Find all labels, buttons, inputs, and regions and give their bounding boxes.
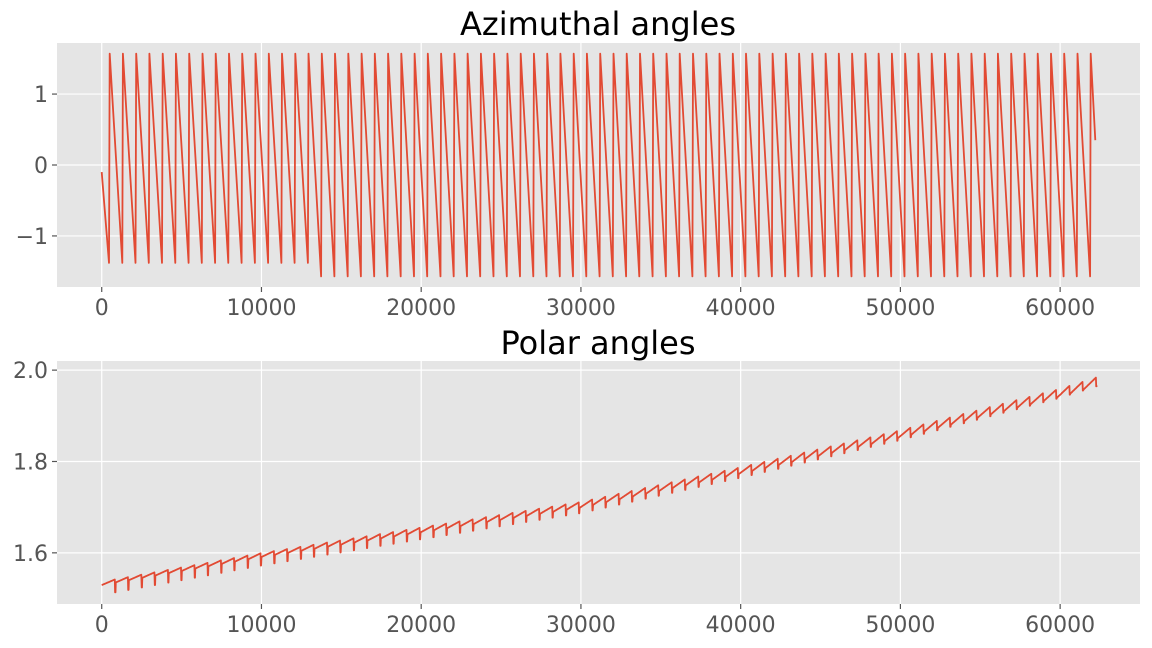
polar-ytick-label: 2.0	[13, 359, 48, 384]
polar-xtick-label: 50000	[865, 613, 935, 638]
polar-xtick-label: 10000	[226, 613, 296, 638]
azimuthal-ytick-label: 0	[34, 154, 48, 179]
polar-xtick-label: 20000	[386, 613, 456, 638]
azimuthal-xtick-label: 20000	[386, 296, 456, 321]
polar-series	[101, 376, 1098, 594]
azimuthal-series	[100, 52, 1097, 278]
azimuthal-xtick-label: 30000	[546, 296, 616, 321]
polar-ticks: 0 10000 20000 30000 40000 50000 60000 2.0 1.8 1.6	[13, 359, 1095, 638]
azimuthal-xtick-label: 50000	[865, 296, 935, 321]
polar-chart-title: Polar angles	[500, 324, 695, 362]
polar-xtick-label: 40000	[706, 613, 776, 638]
polar-ytick-label: 1.6	[13, 542, 48, 567]
azimuthal-xtick-label: 0	[95, 296, 109, 321]
azimuthal-xtick-label: 10000	[226, 296, 296, 321]
azimuthal-ticks: 0 10000 20000 30000 40000 50000 60000 1 0 −1	[16, 83, 1096, 321]
azimuthal-ytick-label: 1	[34, 83, 48, 108]
polar-xtick-label: 60000	[1025, 613, 1095, 638]
polar-subplot: Polar angles 0 10000 20000 30000 40000 50000 6…	[13, 324, 1140, 638]
polar-plot-area	[57, 361, 1140, 604]
azimuthal-xtick-label: 60000	[1025, 296, 1095, 321]
azimuthal-xtick-label: 40000	[706, 296, 776, 321]
azimuthal-chart-title: Azimuthal angles	[460, 5, 736, 43]
azimuthal-subplot: Azimuthal angles 0 10000 20000 30000 40000 50…	[16, 5, 1140, 321]
polar-xtick-label: 0	[95, 613, 109, 638]
polar-xtick-label: 30000	[546, 613, 616, 638]
polar-series-line	[101, 376, 1098, 594]
azimuthal-series-line	[100, 52, 1097, 278]
polar-ytick-label: 1.8	[13, 450, 48, 475]
azimuthal-ytick-label: −1	[16, 225, 48, 250]
polar-grid	[57, 361, 1140, 604]
